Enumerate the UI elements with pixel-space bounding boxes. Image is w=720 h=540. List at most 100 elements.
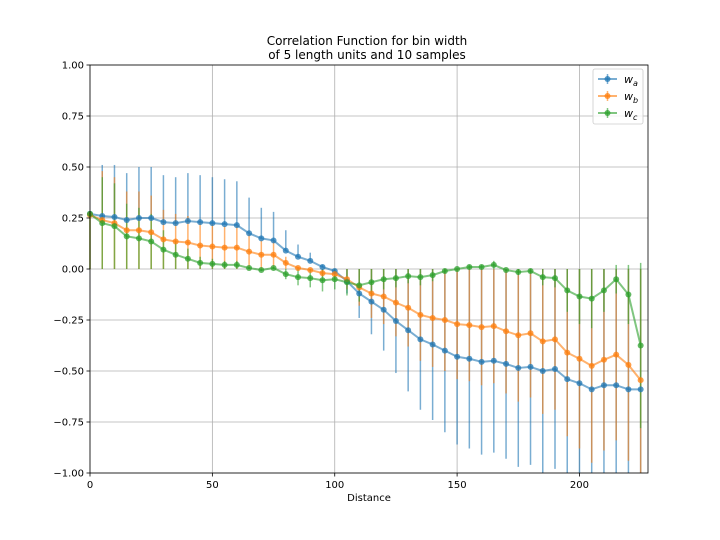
- data-point-w-c: [478, 263, 485, 270]
- data-point-w-a: [221, 221, 228, 228]
- data-point-w-b: [368, 290, 375, 297]
- x-tick-label: 0: [87, 480, 93, 491]
- legend-marker-w-b: [604, 93, 611, 99]
- data-point-w-b: [123, 227, 130, 234]
- data-point-w-a: [380, 306, 387, 313]
- data-point-w-b: [319, 270, 326, 277]
- x-tick-label: 150: [448, 480, 467, 491]
- data-point-w-c: [356, 282, 363, 289]
- data-point-w-a: [160, 219, 167, 226]
- data-point-w-a: [295, 253, 302, 260]
- data-point-w-c: [295, 274, 302, 281]
- data-point-w-b: [417, 311, 424, 318]
- data-point-w-b: [637, 377, 644, 384]
- data-point-w-c: [625, 291, 632, 298]
- data-point-w-a: [478, 358, 485, 365]
- legend: wa wb wc: [592, 68, 644, 125]
- data-point-w-c: [637, 342, 644, 349]
- data-point-w-a: [123, 217, 130, 224]
- data-point-w-a: [454, 353, 461, 360]
- data-point-w-a: [417, 336, 424, 343]
- data-point-w-c: [527, 268, 534, 275]
- data-point-w-b: [282, 259, 289, 266]
- data-point-w-b: [331, 271, 338, 278]
- data-point-w-c: [539, 274, 546, 281]
- data-point-w-a: [625, 386, 632, 393]
- data-point-w-c: [111, 223, 118, 230]
- data-point-w-a: [368, 298, 375, 305]
- data-point-w-b: [564, 349, 571, 356]
- data-point-w-c: [343, 279, 350, 286]
- data-point-w-a: [429, 341, 436, 348]
- data-point-w-c: [490, 261, 497, 268]
- data-point-w-b: [258, 251, 265, 258]
- data-point-w-c: [552, 275, 558, 282]
- data-point-w-b: [270, 251, 277, 258]
- data-point-w-b: [527, 330, 534, 337]
- data-point-w-c: [160, 246, 167, 253]
- data-point-w-a: [282, 247, 289, 254]
- data-point-w-c: [441, 268, 448, 275]
- data-point-w-a: [270, 237, 277, 244]
- data-point-w-a: [441, 347, 448, 354]
- data-point-w-a: [588, 386, 595, 393]
- data-point-w-b: [490, 323, 497, 330]
- data-point-w-b: [380, 293, 387, 300]
- data-point-w-a: [392, 318, 399, 325]
- data-point-w-b: [405, 304, 412, 311]
- data-point-w-a: [197, 219, 204, 226]
- series-line-w-a: [89, 212, 641, 391]
- data-point-w-c: [184, 255, 191, 262]
- data-point-w-a: [135, 215, 142, 221]
- data-point-w-a: [356, 290, 363, 297]
- data-point-w-a: [111, 213, 118, 220]
- data-point-w-b: [246, 248, 253, 255]
- data-point-w-a: [233, 222, 240, 229]
- data-point-w-c: [209, 260, 216, 267]
- data-point-w-b: [478, 324, 485, 331]
- data-point-w-a: [539, 368, 546, 374]
- legend-label-w-a: wa: [624, 73, 638, 88]
- legend-marker-w-a: [604, 76, 611, 82]
- data-point-w-b: [160, 236, 167, 243]
- data-point-w-a: [246, 230, 253, 237]
- series-line-w-b: [89, 214, 642, 381]
- data-point-w-b: [148, 229, 155, 236]
- y-tick-label: −0.75: [53, 418, 84, 429]
- data-point-w-c: [282, 271, 289, 278]
- data-point-w-b: [552, 336, 558, 343]
- data-point-w-a: [613, 382, 620, 389]
- data-point-w-a: [637, 386, 644, 393]
- data-point-w-b: [209, 243, 216, 250]
- data-point-w-c: [600, 287, 607, 294]
- data-point-w-c: [246, 264, 253, 271]
- x-tick-label: 200: [570, 480, 589, 491]
- data-point-w-c: [221, 261, 228, 268]
- data-point-w-c: [135, 235, 142, 242]
- y-tick-label: 0.25: [62, 214, 84, 225]
- data-point-w-b: [441, 317, 448, 323]
- data-point-w-c: [368, 279, 375, 286]
- data-point-w-c: [576, 293, 583, 300]
- data-point-w-b: [172, 238, 179, 245]
- data-point-w-c: [197, 259, 204, 266]
- data-point-w-b: [515, 332, 522, 339]
- data-point-w-c: [466, 263, 473, 270]
- y-tick-label: 0.00: [62, 265, 84, 276]
- x-axis-ticks: 0 50 100 150 200: [87, 473, 589, 491]
- legend-box: [592, 68, 644, 125]
- data-point-w-c: [331, 276, 338, 283]
- y-tick-label: −0.50: [53, 367, 84, 378]
- data-point-w-b: [454, 321, 461, 328]
- data-point-w-a: [515, 364, 522, 371]
- data-point-w-c: [258, 267, 265, 274]
- data-point-w-b: [197, 242, 204, 249]
- y-tick-label: 0.75: [62, 112, 84, 123]
- data-point-w-b: [135, 227, 142, 234]
- data-point-w-b: [307, 267, 314, 274]
- data-point-w-b: [466, 322, 473, 329]
- data-point-w-c: [405, 273, 412, 280]
- data-point-w-b: [576, 355, 583, 362]
- series-markers: [87, 210, 644, 393]
- data-point-w-c: [270, 264, 277, 271]
